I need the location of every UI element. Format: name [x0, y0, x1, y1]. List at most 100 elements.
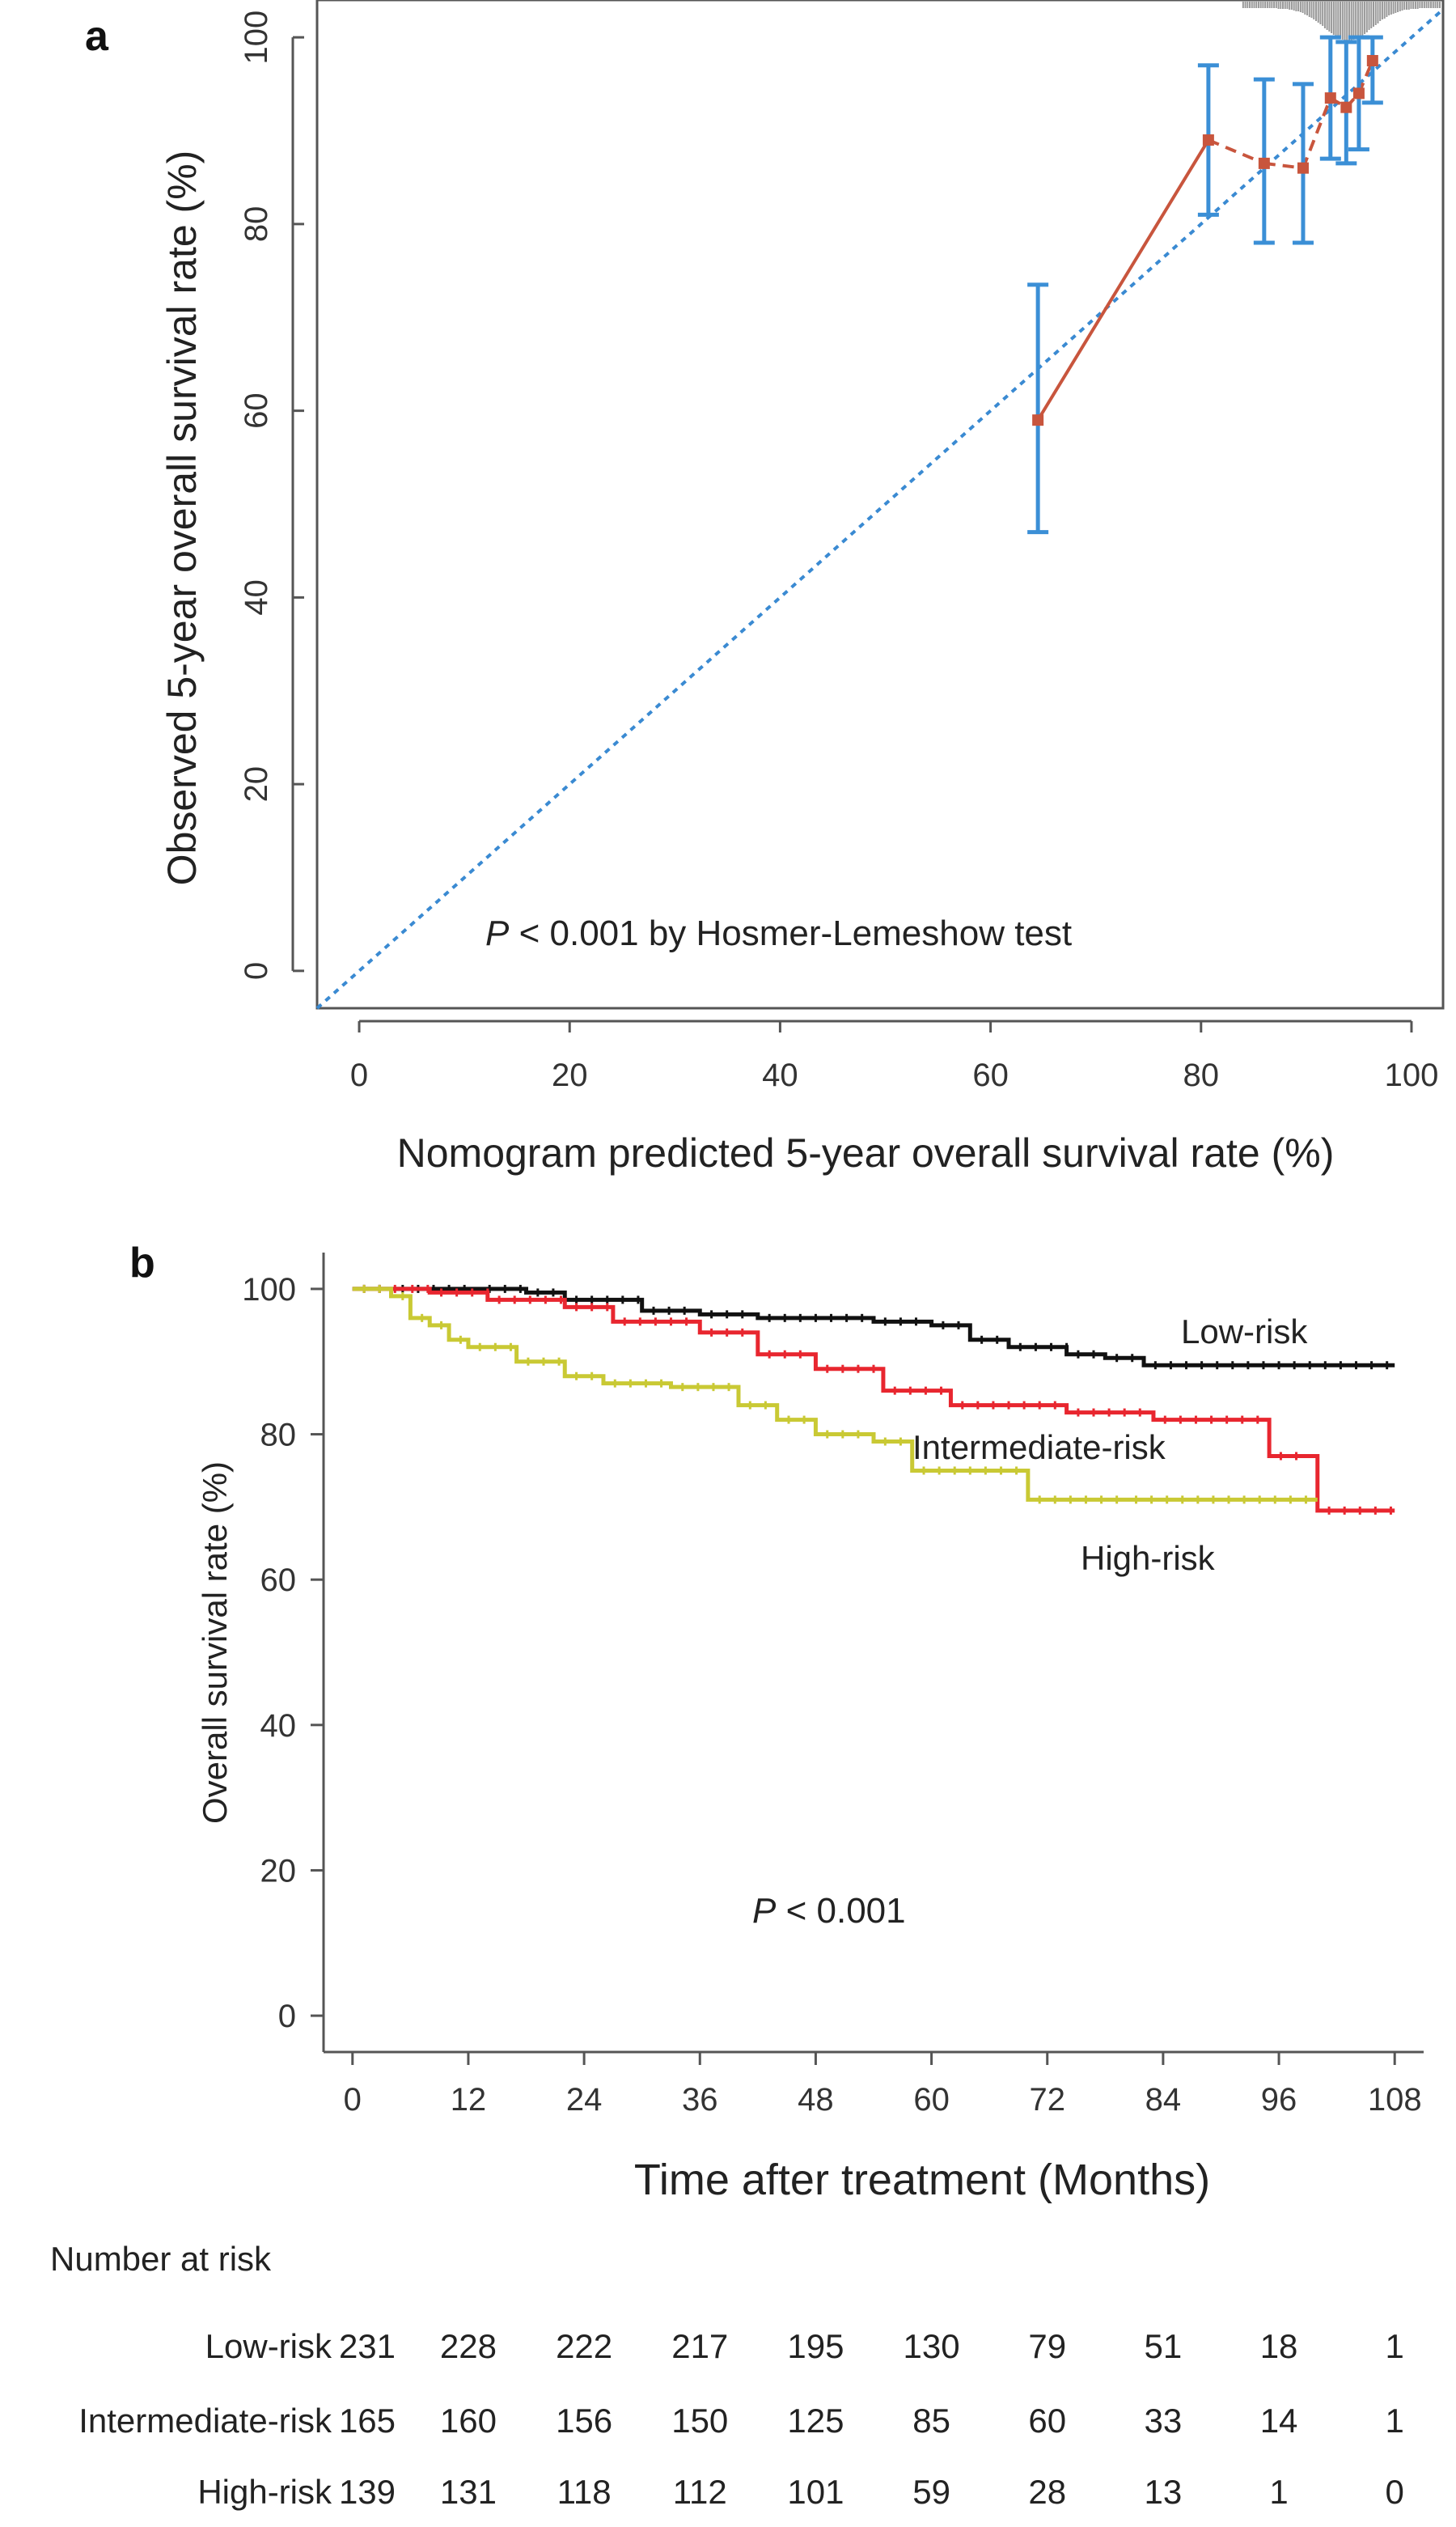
risk-table-cell: 60: [1028, 2402, 1066, 2440]
x-tick-label: 96: [1261, 2082, 1297, 2118]
risk-table-cell: 33: [1145, 2402, 1183, 2440]
x-tick-label: 36: [682, 2082, 718, 2118]
calibration-line-segment: [1263, 161, 1304, 170]
panel-a-p-annotation: P < 0.001 by Hosmer-Lemeshow test: [485, 914, 1072, 953]
x-tick-label: 12: [451, 2082, 487, 2118]
x-tick-label: 48: [798, 2082, 834, 2118]
y-tick-label: 0: [239, 962, 274, 980]
y-tick-label: 20: [260, 1853, 297, 1889]
panel-b-p-text: < 0.001: [776, 1891, 905, 1931]
calibration-point: [1297, 162, 1309, 174]
panel-b-x-axis-title: Time after treatment (Months): [634, 2156, 1210, 2204]
risk-table-cell: 1: [1269, 2473, 1288, 2511]
km-curve-high-risk: [352, 1287, 1318, 1502]
risk-table-cell: 1: [1386, 2402, 1404, 2440]
risk-table-cell: 18: [1260, 2327, 1298, 2365]
risk-table-cell: 130: [904, 2327, 960, 2365]
x-tick-label: 100: [1385, 1058, 1439, 1093]
x-tick-label: 20: [552, 1058, 588, 1093]
calibration-line-segment: [1036, 139, 1210, 422]
panel-b-label-high-risk: High-risk: [1081, 1539, 1216, 1577]
y-tick-label: 40: [239, 579, 274, 616]
y-tick-label: 100: [242, 1272, 296, 1308]
risk-table-cell: 1: [1386, 2327, 1404, 2365]
risk-table-cell: 85: [912, 2402, 950, 2440]
panel-a-p-italic: P: [485, 914, 510, 953]
risk-table-cell: 59: [912, 2473, 950, 2511]
risk-table-cell: 139: [339, 2473, 396, 2511]
panel-b-label-intermediate-risk: Intermediate-risk: [912, 1428, 1166, 1466]
panel-a-p-text: < 0.001 by Hosmer-Lemeshow test: [509, 914, 1072, 953]
x-tick-label: 72: [1029, 2082, 1065, 2118]
risk-table-cell: 125: [787, 2402, 844, 2440]
y-tick-label: 0: [278, 1999, 296, 2034]
calibration-point: [1366, 54, 1378, 66]
x-tick-label: 108: [1368, 2082, 1422, 2118]
panel-a-series: [1027, 35, 1383, 535]
panel-a-x-axis-title: Nomogram predicted 5-year overall surviv…: [397, 1130, 1335, 1176]
y-tick-label: 100: [239, 11, 274, 65]
risk-table-cell: 14: [1260, 2402, 1298, 2440]
risk-table-cell: 118: [557, 2473, 612, 2511]
panel-a-y-axis-title: Observed 5-year overall survival rate (%…: [159, 151, 205, 886]
y-tick-label: 60: [260, 1562, 297, 1598]
calibration-point: [1032, 414, 1044, 426]
risk-table-cell: 231: [339, 2327, 396, 2365]
panel-a-letter: a: [85, 13, 109, 60]
risk-table-cell: 101: [787, 2473, 844, 2511]
panel-a-y-axis: 0 20 40 60 80 100: [239, 11, 304, 980]
calibration-point: [1258, 157, 1270, 169]
panel-a-reference-line: [315, 8, 1445, 1010]
calibration-line-segment: [1302, 97, 1332, 169]
panel-a-x-axis: 0 20 40 60 80 100: [350, 1020, 1439, 1093]
km-curve-low-risk: [352, 1287, 1395, 1367]
risk-table-cell: 228: [440, 2327, 497, 2365]
calibration-line-segment: [1208, 138, 1265, 165]
x-tick-label: 24: [566, 2082, 603, 2118]
risk-table-cell: 217: [671, 2327, 728, 2365]
km-curve-intermediate-risk: [352, 1287, 1395, 1513]
risk-table-cell: 112: [673, 2473, 727, 2511]
panel-b-letter: b: [129, 1240, 155, 1287]
panel-b-y-axis: 0 20 40 60 80 100: [242, 1272, 324, 2034]
calibration-point: [1324, 92, 1336, 104]
x-tick-label: 84: [1145, 2082, 1182, 2118]
x-tick-label: 0: [344, 2082, 362, 2118]
risk-table-cell: 28: [1028, 2473, 1066, 2511]
risk-table-group-label: Low-risk: [205, 2327, 332, 2365]
risk-table-cell: 160: [440, 2402, 497, 2440]
risk-table-title: Number at risk: [50, 2240, 272, 2278]
risk-table-cell: 131: [440, 2473, 497, 2511]
risk-table-cell: 51: [1145, 2327, 1183, 2365]
y-tick-label: 40: [260, 1708, 297, 1744]
y-tick-label: 60: [239, 392, 274, 429]
panel-b-label-low-risk: Low-risk: [1181, 1312, 1308, 1350]
risk-table-group-label: High-risk: [197, 2473, 332, 2511]
risk-table-cell: 222: [556, 2327, 612, 2365]
x-tick-label: 60: [913, 2082, 950, 2118]
risk-table-cell: 0: [1386, 2473, 1404, 2511]
risk-table-cell: 165: [339, 2402, 396, 2440]
y-tick-label: 80: [260, 1418, 297, 1453]
panel-b-p-annotation: P < 0.001: [752, 1891, 906, 1931]
x-tick-label: 40: [762, 1058, 798, 1093]
risk-table-cell: 13: [1145, 2473, 1183, 2511]
calibration-point: [1340, 101, 1352, 113]
panel-b-y-axis-title: Overall survival rate (%): [196, 1461, 234, 1824]
panel-b-p-italic: P: [752, 1891, 777, 1931]
y-tick-label: 20: [239, 766, 274, 803]
panel-b-series: [352, 1284, 1395, 1515]
x-tick-label: 60: [972, 1058, 1009, 1093]
x-tick-label: 80: [1183, 1058, 1220, 1093]
risk-table-group-label: Intermediate-risk: [78, 2402, 332, 2440]
risk-table-cell: 156: [556, 2402, 612, 2440]
panel-a-rug: [1242, 2, 1441, 40]
calibration-point: [1202, 134, 1214, 146]
panel-b-x-axis: 0 12 24 36 48 60 72 84 96 108: [344, 2052, 1422, 2118]
panel-a-plot-frame: [315, 0, 1445, 1010]
risk-table: Low-risk 231 228 222 217 195 130 79 51 18 1Interme…: [78, 2327, 1404, 2511]
risk-table-cell: 150: [671, 2402, 728, 2440]
risk-table-cell: 195: [787, 2327, 844, 2365]
calibration-point: [1352, 87, 1365, 100]
